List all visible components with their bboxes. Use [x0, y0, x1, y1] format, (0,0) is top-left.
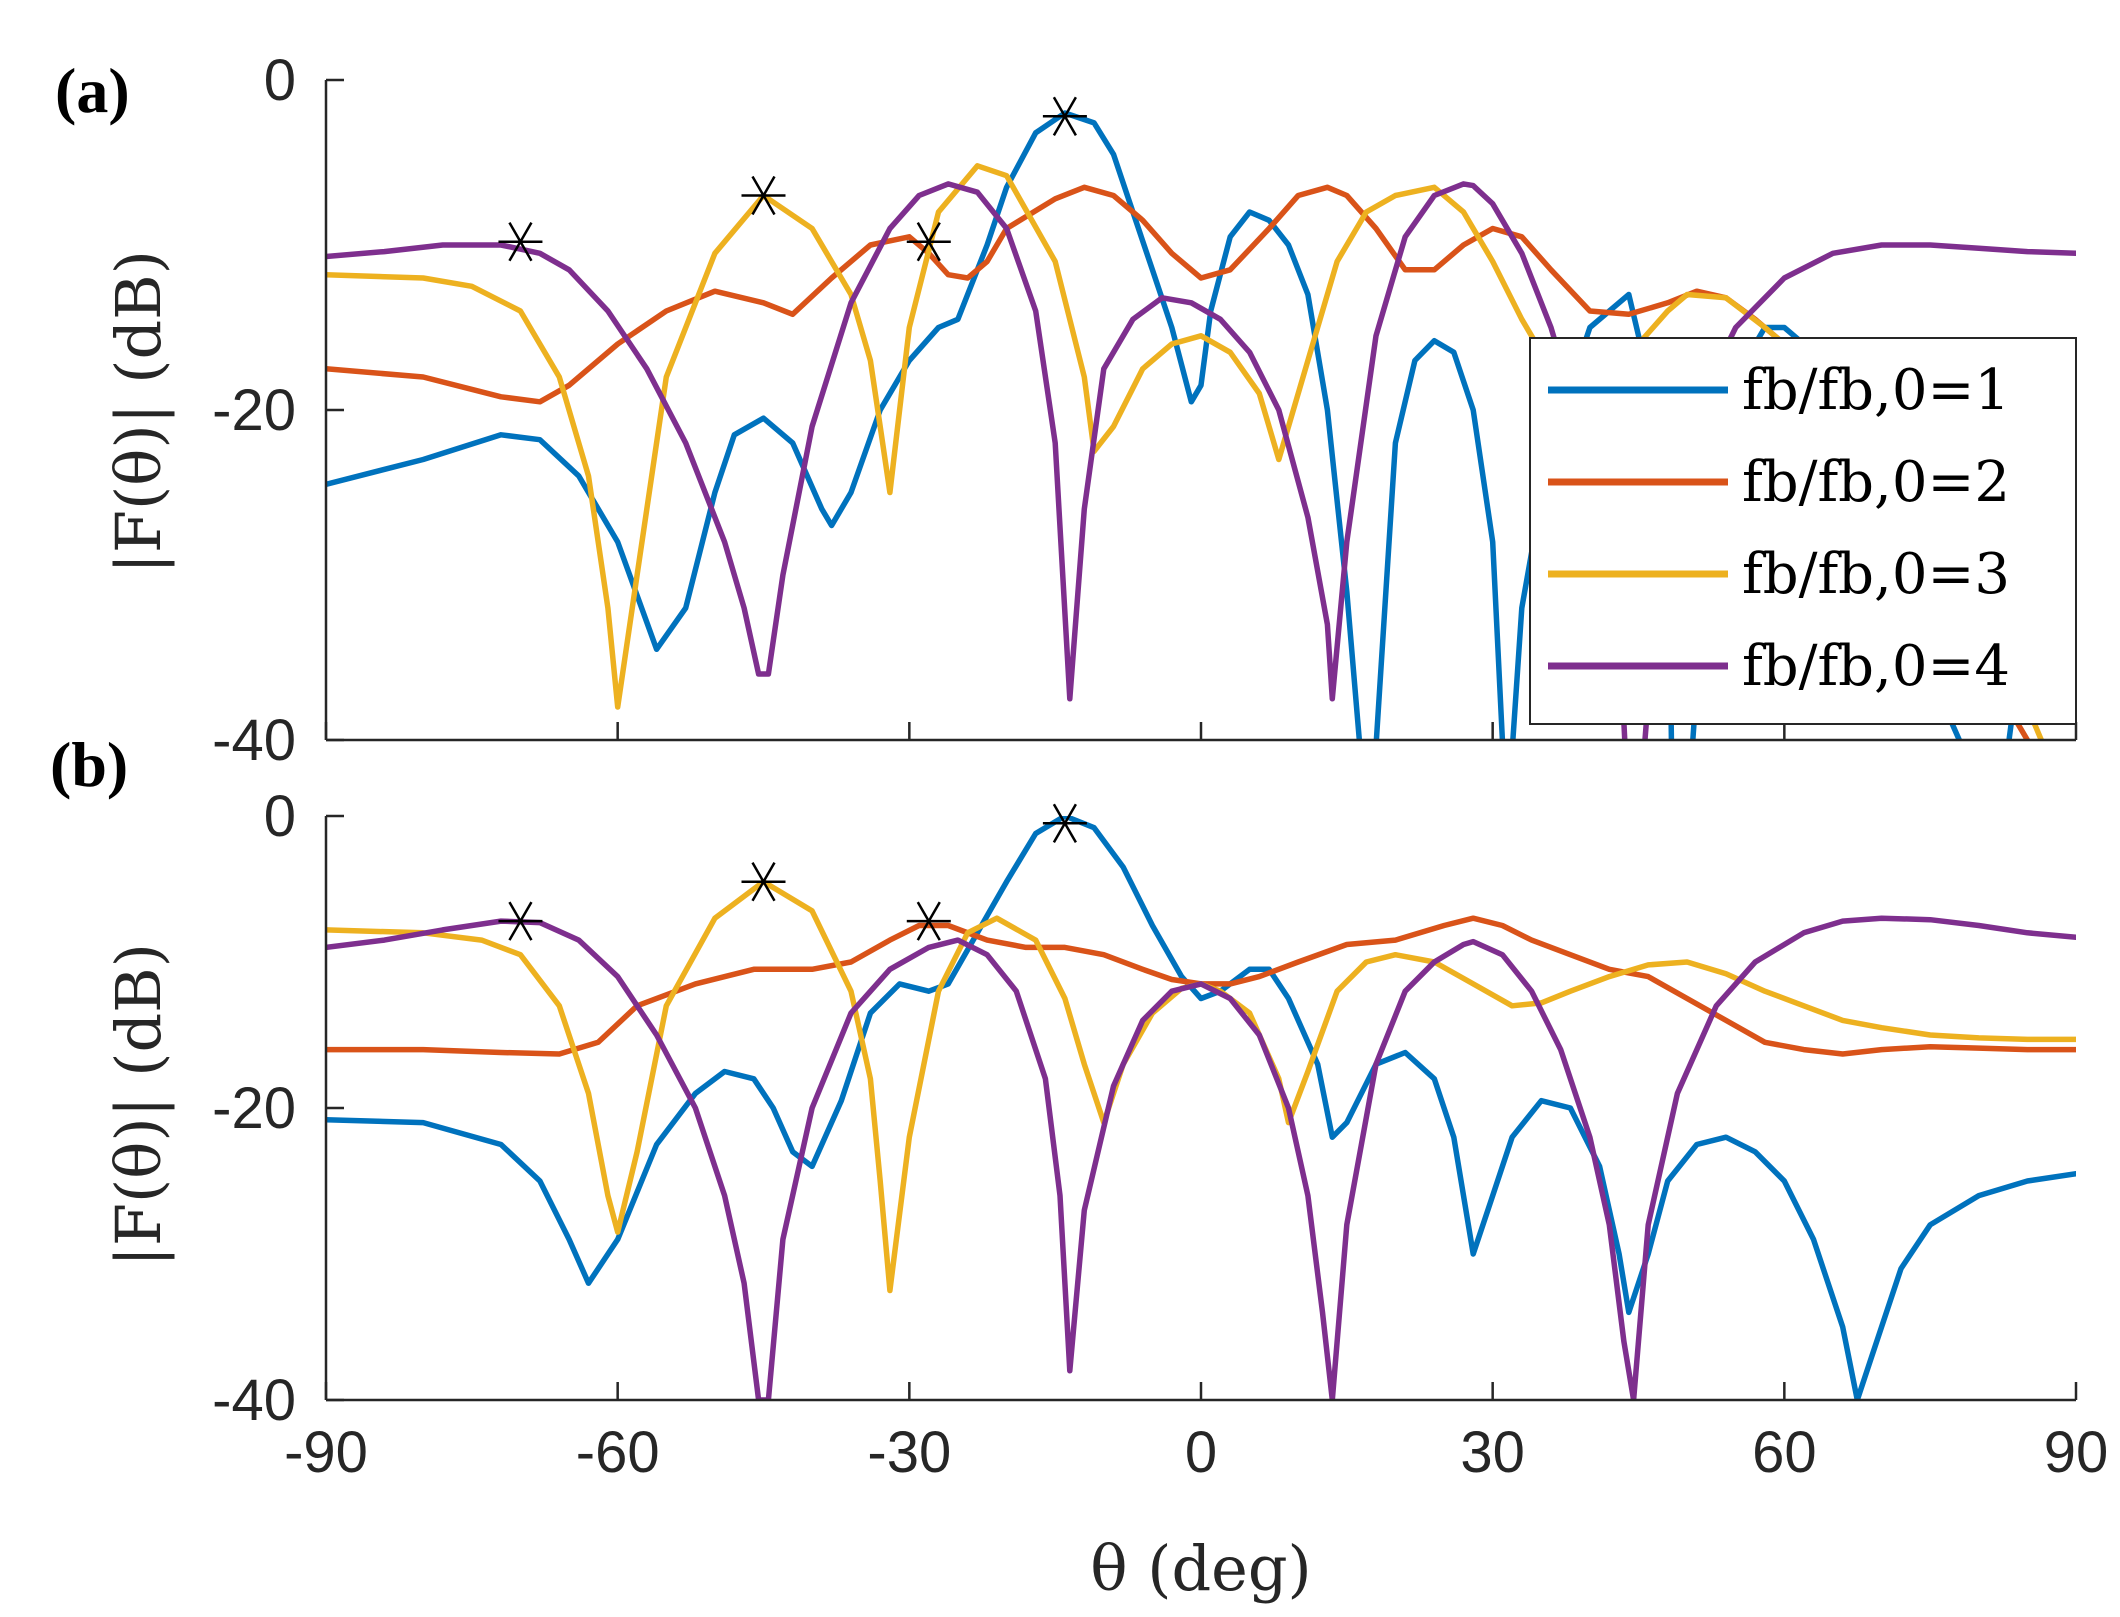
panel-b: (b) 0-20-40-90 -60 -30 0 30 60 90 |F(θ)| (dB) … [50, 729, 2108, 1605]
panel-b-curves [326, 816, 2076, 1400]
panel-b-ytick-label: 0 [264, 784, 296, 849]
legend-label-3: fb/fb,0=3 [1742, 542, 2010, 607]
panel-b-xtick-label: 30 [1460, 1420, 1525, 1485]
panel-b-ytick-label: -40 [212, 1368, 296, 1433]
panel-b-peak-marker [1042, 803, 1087, 843]
panel-b-peak-marker [906, 901, 951, 941]
legend-box [1529, 337, 2077, 725]
panel-b-xtick-label: 90 [2044, 1420, 2109, 1485]
panel-b-xlabel: θ (deg) [1090, 1532, 1311, 1605]
panel-b-peak-marker [498, 901, 543, 941]
legend: fb/fb,0=1 fb/fb,0=2 fb/fb,0=3 fb/fb,0=4 [1529, 337, 2077, 725]
legend-items: fb/fb,0=1 fb/fb,0=2 fb/fb,0=3 fb/fb,0=4 [1548, 358, 2010, 699]
panel-b-series-4-line [326, 915, 2076, 1400]
panel-a-ytick-label: -20 [212, 378, 296, 443]
panel-a-axes: 0 -20 -40 [212, 48, 2078, 773]
panel-b-axes: 0 -20 -40-90 -60 -30 0 30 60 90 [212, 784, 2108, 1485]
panel-a: (a) 0-20-40 |F(θ)| (dB) fb/fb,0=1fb/fb,0… [55, 48, 2078, 773]
panel-a-peak-marker [906, 222, 951, 262]
legend-label-2: fb/fb,0=2 [1742, 450, 2010, 515]
panel-a-ytick-label: -40 [212, 708, 296, 773]
panel-a-series-3-line [326, 163, 2045, 740]
panel-a-ylabel: |F(θ)| (dB) [102, 250, 175, 574]
panel-b-ylabel: |F(θ)| (dB) [102, 943, 175, 1267]
panel-b-markers [498, 803, 1087, 941]
panel-b-label: (b) [50, 729, 128, 800]
panel-b-xtick-label: -60 [576, 1420, 660, 1485]
panel-b-xtick-label: 0 [1185, 1420, 1217, 1485]
panel-a-ytick-label: 0 [264, 48, 296, 113]
legend-label-4: fb/fb,0=4 [1742, 634, 2010, 699]
panel-a-peak-marker [498, 222, 543, 262]
panel-a-markers [498, 96, 1087, 262]
legend-label-1: fb/fb,0=1 [1742, 358, 2010, 423]
panel-b-series-2-line [326, 915, 2076, 1057]
panel-a-peak-marker [1042, 96, 1087, 136]
panel-b-xtick-label: -30 [867, 1420, 951, 1485]
panel-a-label: (a) [55, 55, 130, 126]
panel-b-series-1-line [326, 816, 2076, 1400]
panel-b-xtick-label: 60 [1752, 1420, 1817, 1485]
panel-a-series-1-line [326, 110, 2076, 740]
panel-b-xtick-label: -90 [284, 1420, 368, 1485]
panel-b-peak-marker [741, 862, 786, 902]
panel-b-series-3-line [326, 878, 2076, 1294]
panel-b-ytick-label: -20 [212, 1076, 296, 1141]
panel-a-peak-marker [741, 175, 786, 216]
